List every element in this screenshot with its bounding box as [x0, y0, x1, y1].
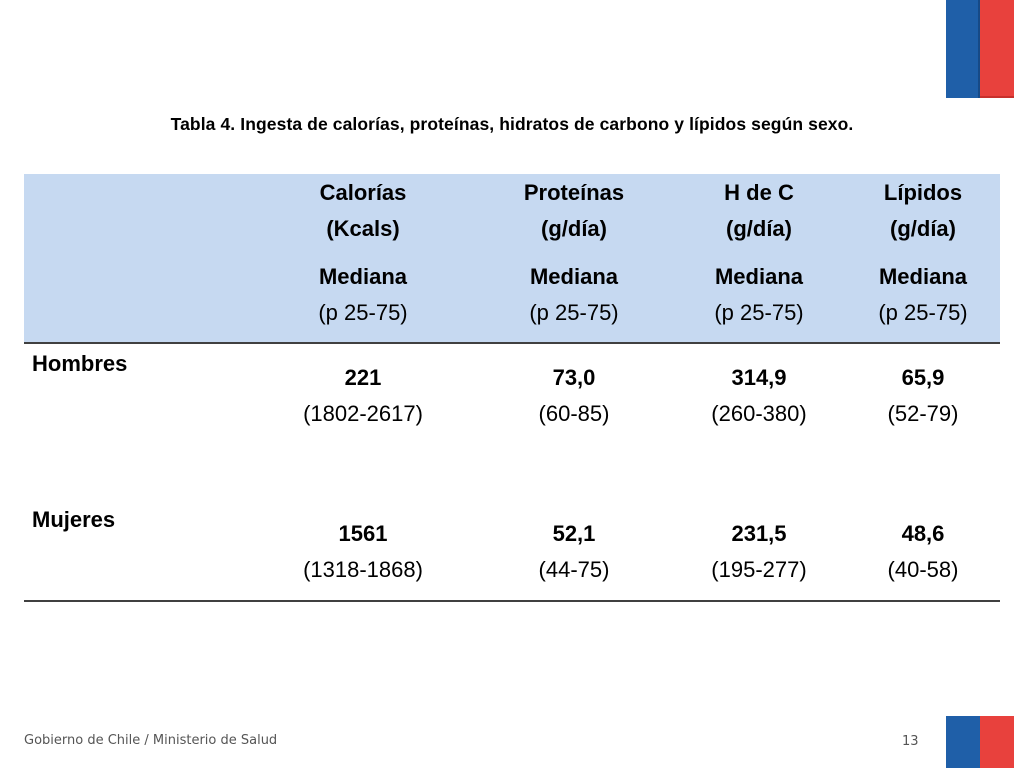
- flag-red-bar: [980, 716, 1014, 768]
- page-number: 13: [902, 734, 919, 749]
- table-cell: 221 (1802-2617): [250, 343, 476, 502]
- table-cell: 231,5 (195-277): [672, 502, 846, 602]
- flag-blue-bar: [946, 0, 980, 98]
- cell-median: 48,6: [901, 521, 945, 546]
- header-empty-cell: [24, 174, 250, 344]
- table-caption: Tabla 4. Ingesta de calorías, proteínas,…: [170, 114, 854, 134]
- table-cell: 65,9 (52-79): [846, 343, 1000, 502]
- header-title: Lípidos: [883, 180, 963, 205]
- header-proteinas: Proteínas (g/día) Mediana (p 25-75): [476, 174, 672, 344]
- header-range: (p 25-75): [878, 300, 968, 325]
- header-title: H de C: [724, 180, 794, 205]
- header-range: (p 25-75): [714, 300, 804, 325]
- header-stat: Mediana: [529, 264, 619, 289]
- table-header-row: Calorías (Kcals) Mediana (p 25-75) Proteín…: [24, 174, 1000, 344]
- header-stat: Mediana: [878, 264, 968, 289]
- flag-logo-top: [946, 0, 1014, 98]
- row-label: Mujeres: [24, 502, 250, 602]
- flag-red-bar: [980, 0, 1014, 98]
- cell-range: (1318-1868): [303, 557, 423, 582]
- header-unit: (g/día): [541, 216, 607, 241]
- header-lipidos: Lípidos (g/día) Mediana (p 25-75): [846, 174, 1000, 344]
- cell-median: 231,5: [731, 521, 787, 546]
- header-range: (p 25-75): [318, 300, 408, 325]
- cell-range: (195-277): [711, 557, 807, 582]
- header-unit: (g/día): [726, 216, 792, 241]
- cell-range: (1802-2617): [303, 401, 423, 426]
- table-cell: 314,9 (260-380): [672, 343, 846, 502]
- header-unit: (Kcals): [326, 216, 400, 241]
- header-title: Calorías: [319, 180, 407, 205]
- header-range: (p 25-75): [529, 300, 619, 325]
- table-row-hombres: Hombres 221 (1802-2617) 73,0 (60-85) 314,9…: [24, 343, 1000, 502]
- header-stat: Mediana: [714, 264, 804, 289]
- cell-median: 314,9: [731, 365, 787, 390]
- header-hdec: H de C (g/día) Mediana (p 25-75): [672, 174, 846, 344]
- flag-blue-bar: [946, 716, 980, 768]
- header-title: Proteínas: [523, 180, 625, 205]
- table-cell: 52,1 (44-75): [476, 502, 672, 602]
- cell-median: 221: [344, 365, 382, 390]
- cell-range: (40-58): [887, 557, 959, 582]
- cell-range: (60-85): [538, 401, 610, 426]
- footer-source: Gobierno de Chile / Ministerio de Salud: [24, 733, 278, 748]
- nutrition-table: Calorías (Kcals) Mediana (p 25-75) Proteín…: [24, 174, 1000, 602]
- cell-range: (52-79): [887, 401, 959, 426]
- flag-logo-bottom: [946, 716, 1014, 768]
- cell-median: 73,0: [552, 365, 596, 390]
- cell-median: 1561: [338, 521, 388, 546]
- header-stat: Mediana: [318, 264, 408, 289]
- cell-median: 52,1: [552, 521, 596, 546]
- header-unit: (g/día): [890, 216, 956, 241]
- table-cell: 73,0 (60-85): [476, 343, 672, 502]
- cell-range: (44-75): [538, 557, 610, 582]
- header-calorias: Calorías (Kcals) Mediana (p 25-75): [250, 174, 476, 344]
- cell-median: 65,9: [901, 365, 945, 390]
- table-cell: 48,6 (40-58): [846, 502, 1000, 602]
- table-cell: 1561 (1318-1868): [250, 502, 476, 602]
- row-label: Hombres: [32, 351, 128, 376]
- cell-range: (260-380): [711, 401, 807, 426]
- table-row-mujeres: Mujeres 1561 (1318-1868) 52,1 (44-75) 231,…: [24, 502, 1000, 602]
